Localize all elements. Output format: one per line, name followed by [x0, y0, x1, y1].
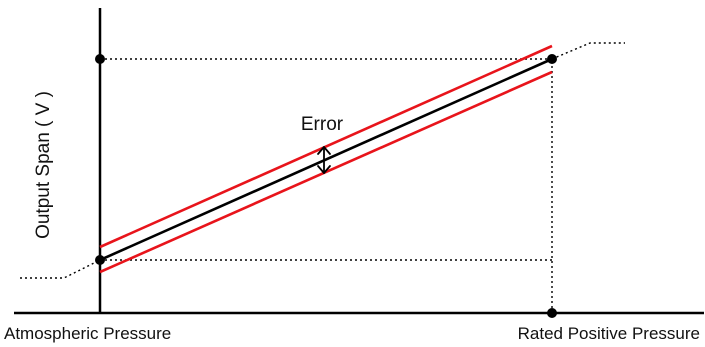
x-axis-left-label: Atmospheric Pressure — [4, 324, 171, 343]
double-headed-arrow-icon — [317, 146, 331, 174]
lower-span-point — [95, 255, 105, 265]
ideal-output-line — [99, 57, 553, 262]
below-range-saturation-guide — [20, 259, 101, 279]
rated-pressure-axis-point — [547, 308, 557, 318]
above-range-saturation-guide — [551, 42, 625, 60]
rated-output-point — [547, 54, 557, 64]
error-label: Error — [301, 114, 344, 135]
error-band-upper-line — [99, 44, 553, 249]
upper-span-y-axis-point — [95, 54, 105, 64]
y-axis-label: Output Span ( V ) — [33, 91, 54, 239]
x-axis-right-label: Rated Positive Pressure — [518, 324, 700, 343]
